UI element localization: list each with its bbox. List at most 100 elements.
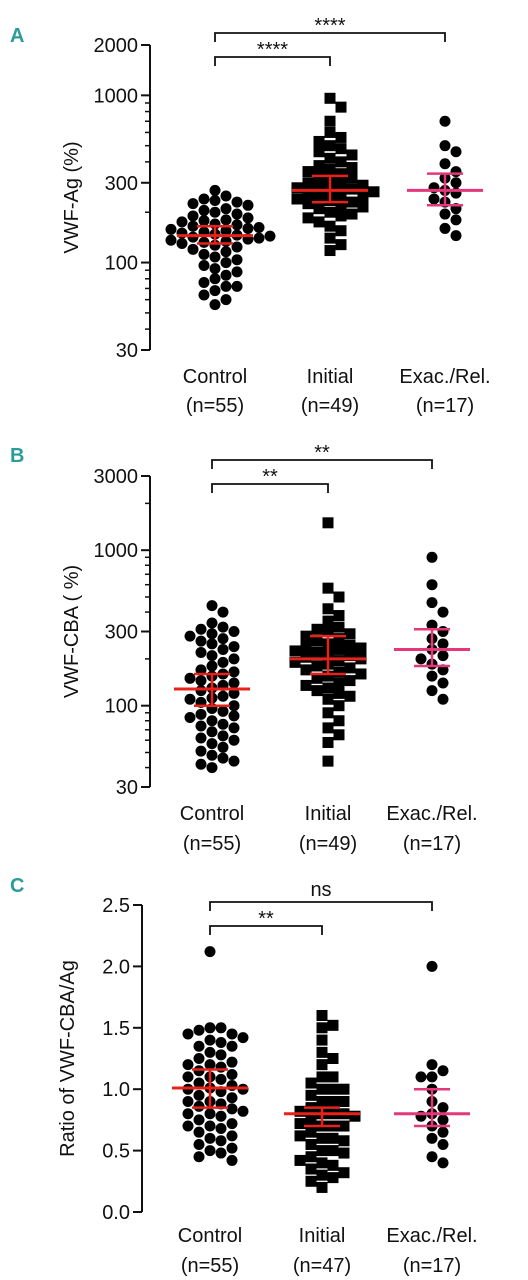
category-n-label: (n=17) [403, 1255, 461, 1277]
data-point-square [313, 216, 325, 228]
data-point-square [335, 210, 347, 222]
data-point-circle [206, 617, 218, 629]
data-point-square [322, 517, 334, 529]
data-point-circle [226, 1028, 238, 1040]
significance-bracket [209, 901, 433, 911]
data-point-square [333, 591, 345, 603]
data-point-square [327, 1019, 339, 1031]
data-point-circle [182, 1108, 194, 1120]
category-label: Initial [299, 1225, 346, 1247]
data-point-circle [198, 289, 210, 301]
data-point-circle [231, 219, 243, 231]
data-point-circle [209, 184, 221, 196]
data-point-square [324, 232, 336, 244]
data-point-circle [437, 1114, 449, 1126]
y-tick-label: 2.5 [102, 895, 130, 917]
data-point-circle [228, 710, 240, 722]
data-point-circle [231, 280, 243, 292]
category-n-label: (n=55) [186, 395, 244, 417]
data-point-circle [215, 1022, 227, 1034]
data-point-circle [437, 1065, 449, 1077]
data-point-circle [195, 720, 207, 732]
category-n-label: (n=49) [299, 833, 357, 855]
data-point-square [346, 196, 358, 208]
y-axis-title: Ratio of VWF-CBA/Ag [57, 960, 79, 1157]
data-point-square [357, 179, 369, 191]
data-point-circle [226, 1068, 238, 1080]
data-point-circle [195, 732, 207, 744]
data-point-circle [437, 1138, 449, 1150]
data-point-circle [217, 606, 229, 618]
data-point-circle [220, 246, 232, 258]
data-point-square [313, 135, 325, 147]
data-point-circle [215, 1037, 227, 1049]
data-point-circle [228, 687, 240, 699]
data-point-circle [198, 260, 210, 272]
y-tick-label: 300 [105, 173, 138, 195]
data-point-square [335, 156, 347, 168]
category-n-label: (n=55) [181, 1255, 239, 1277]
data-point-circle [237, 1032, 249, 1044]
data-point-circle [195, 623, 207, 635]
category-n-label: (n=17) [416, 395, 474, 417]
data-point-circle [253, 232, 265, 244]
y-axis-title: VWF-CBA ( %) [61, 565, 83, 698]
data-point-square [322, 736, 334, 748]
data-point-square [311, 685, 323, 697]
data-point-square [324, 126, 336, 138]
data-point-square [305, 1114, 317, 1126]
data-point-square [313, 191, 325, 203]
data-point-square [300, 679, 312, 691]
data-point-circle [439, 115, 451, 127]
data-point-circle [182, 1028, 194, 1040]
significance-bracket [211, 483, 329, 493]
data-point-square [324, 92, 336, 104]
data-point-square [300, 641, 312, 653]
data-point-circle [206, 726, 218, 738]
significance-label: ns [310, 879, 331, 901]
data-point-square [333, 729, 345, 741]
data-point-square [327, 1132, 339, 1144]
category-n-label: (n=17) [403, 833, 461, 855]
y-tick-label: 0.5 [102, 1141, 130, 1163]
y-tick-label: 30 [116, 340, 138, 362]
data-point-circle [176, 216, 188, 228]
data-point-square [305, 1175, 317, 1187]
data-point-square [346, 162, 358, 174]
data-point-square [355, 668, 367, 680]
significance-label: ** [258, 908, 274, 930]
data-point-square [324, 220, 336, 232]
data-point-circle [193, 1040, 205, 1052]
data-point-square [305, 1077, 317, 1089]
data-point-circle [204, 1059, 216, 1071]
data-point-square [302, 198, 314, 210]
data-point-square [311, 623, 323, 635]
y-tick-label: 3000 [94, 466, 139, 488]
data-point-circle [439, 158, 451, 170]
data-point-circle [217, 656, 229, 668]
data-point-square [338, 1083, 350, 1095]
data-point-square [302, 177, 314, 189]
data-point-square [338, 1135, 350, 1147]
data-point-square [346, 208, 358, 220]
y-tick-label: 1000 [94, 540, 139, 562]
data-point-circle [220, 190, 232, 202]
data-point-square [333, 655, 345, 667]
data-point-circle [204, 1145, 216, 1157]
data-point-circle [228, 666, 240, 678]
data-point-square [338, 1147, 350, 1159]
data-point-square [344, 662, 356, 674]
data-point-circle [187, 243, 199, 255]
data-point-square [333, 700, 345, 712]
data-point-circle [228, 755, 240, 767]
data-point-circle [228, 734, 240, 746]
data-point-circle [206, 650, 218, 662]
data-point-circle [204, 1046, 216, 1058]
data-point-square [333, 633, 345, 645]
data-point-square [322, 707, 334, 719]
data-point-circle [220, 280, 232, 292]
y-tick-label: 2000 [94, 35, 139, 57]
category-n-label: (n=47) [293, 1255, 351, 1277]
data-point-circle [193, 1053, 205, 1064]
significance-bracket [214, 32, 446, 42]
